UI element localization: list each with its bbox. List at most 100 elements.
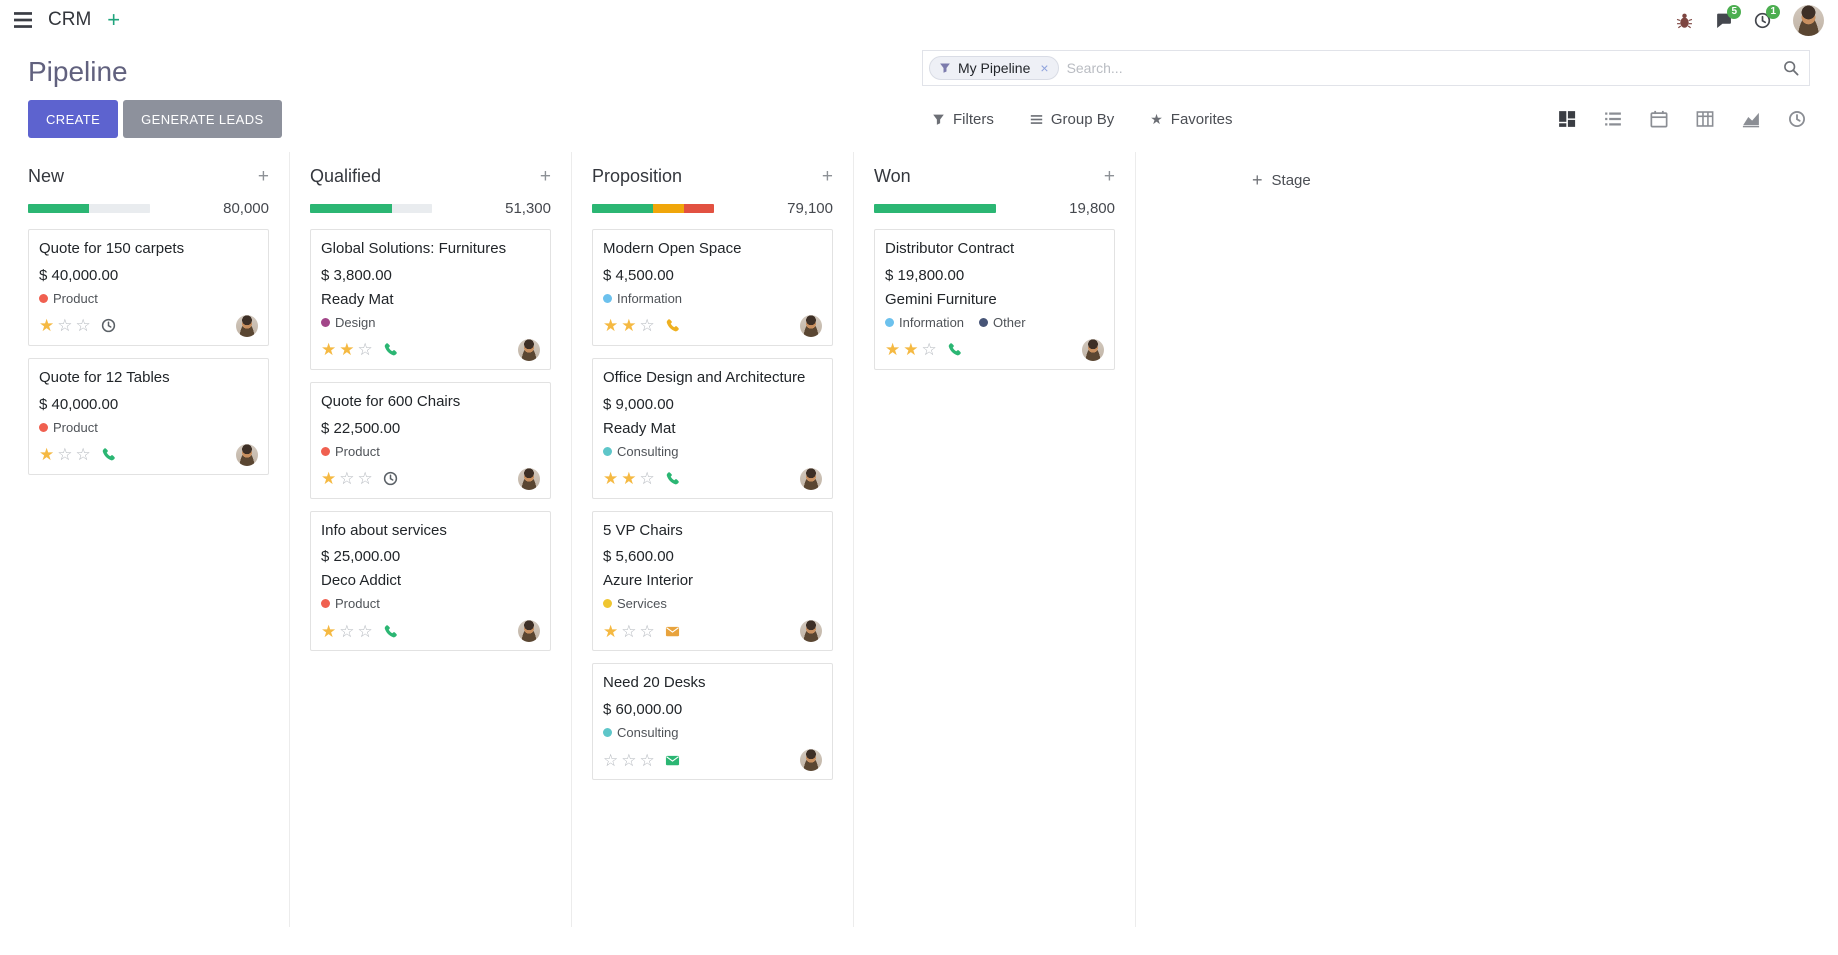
priority-star-icon[interactable]: ★ <box>621 469 637 488</box>
tag-label: Design <box>335 314 376 330</box>
search-icon[interactable] <box>1783 60 1799 76</box>
quick-add-icon[interactable]: + <box>821 166 833 187</box>
priority-star-icon[interactable]: ☆ <box>75 445 91 464</box>
kanban-card[interactable]: Info about services $ 25,000.00 Deco Addic… <box>310 510 551 652</box>
priority-star-icon[interactable]: ★ <box>621 316 637 336</box>
priority-star-icon[interactable]: ★ <box>603 469 619 488</box>
priority-star-icon[interactable]: ☆ <box>57 445 73 464</box>
priority-star-icon[interactable]: ☆ <box>357 340 373 360</box>
column-progressbar[interactable] <box>592 204 714 213</box>
priority-star-icon[interactable]: ★ <box>321 621 337 641</box>
kanban-card[interactable]: Quote for 12 Tables $ 40,000.00 Product ★ ☆ ☆ <box>28 357 269 475</box>
priority-star-icon[interactable]: ☆ <box>57 316 73 336</box>
salesperson-avatar[interactable] <box>236 314 258 337</box>
priority-star-icon[interactable]: ☆ <box>621 621 637 641</box>
salesperson-avatar[interactable] <box>518 467 540 490</box>
column-progressbar[interactable] <box>28 204 150 213</box>
view-calendar-button[interactable] <box>1650 110 1668 128</box>
group-by-button[interactable]: Group By <box>1030 111 1114 128</box>
view-kanban-button[interactable] <box>1558 110 1576 128</box>
column-progressbar[interactable] <box>310 204 432 213</box>
apps-menu-icon[interactable] <box>14 12 32 28</box>
priority-star-icon[interactable]: ☆ <box>639 316 655 336</box>
card-expected-revenue: $ 25,000.00 <box>321 548 401 566</box>
salesperson-avatar[interactable] <box>1082 338 1104 361</box>
kanban-card[interactable]: Need 20 Desks $ 60,000.00 Consulting ☆ ☆ ☆ <box>592 663 833 780</box>
priority-star-icon[interactable]: ☆ <box>603 750 619 770</box>
create-button[interactable]: CREATE <box>28 100 119 138</box>
card-expected-revenue: $ 40,000.00 <box>39 395 119 413</box>
generate-leads-button[interactable]: GENERATE LEADS <box>123 100 282 138</box>
envelope-activity-icon[interactable] <box>665 624 680 639</box>
tag-color-dot <box>603 599 612 609</box>
phone-activity-icon[interactable] <box>665 318 680 333</box>
navbar-left: CRM + <box>14 9 120 31</box>
add-stage-button[interactable]: + Stage <box>1252 168 1311 192</box>
plus-icon[interactable]: + <box>107 7 121 32</box>
view-activity-button[interactable] <box>1788 110 1806 128</box>
view-switcher <box>1558 110 1810 128</box>
clock-activity-icon[interactable] <box>101 318 116 333</box>
messages-icon[interactable]: 5 <box>1715 4 1741 29</box>
priority-star-icon[interactable]: ☆ <box>357 469 373 488</box>
priority-star-icon[interactable]: ☆ <box>921 340 937 360</box>
salesperson-avatar[interactable] <box>800 467 822 490</box>
salesperson-avatar[interactable] <box>518 338 540 361</box>
phone-activity-icon[interactable] <box>383 624 398 639</box>
priority-star-icon[interactable]: ☆ <box>339 469 355 488</box>
priority-star-icon[interactable]: ☆ <box>339 621 355 641</box>
priority-star-icon[interactable]: ★ <box>321 340 337 360</box>
column-title: Qualified <box>310 166 382 186</box>
quick-add-icon[interactable]: + <box>1103 166 1115 187</box>
phone-activity-icon[interactable] <box>101 447 116 462</box>
phone-activity-icon[interactable] <box>947 342 962 357</box>
priority-star-icon[interactable]: ★ <box>321 469 337 488</box>
search-input[interactable] <box>1066 60 1775 76</box>
salesperson-avatar[interactable] <box>236 443 258 466</box>
facet-remove-icon[interactable]: × <box>1040 60 1049 76</box>
view-list-button[interactable] <box>1604 110 1622 128</box>
priority-star-icon[interactable]: ★ <box>339 340 355 360</box>
salesperson-avatar[interactable] <box>800 749 822 771</box>
quick-add-icon[interactable]: + <box>257 166 269 187</box>
priority-star-icon[interactable]: ☆ <box>621 750 637 770</box>
view-graph-button[interactable] <box>1742 110 1760 128</box>
app-name[interactable]: CRM <box>48 9 92 30</box>
kanban-card[interactable]: Office Design and Architecture $ 9,000.00… <box>592 357 833 499</box>
kanban-card[interactable]: Modern Open Space $ 4,500.00 Information ★ ★… <box>592 229 833 346</box>
card-partner-name: Gemini Furniture <box>885 290 997 308</box>
quick-add-icon[interactable]: + <box>539 166 551 187</box>
salesperson-avatar[interactable] <box>800 314 822 337</box>
priority-star-icon[interactable]: ★ <box>603 621 619 641</box>
filters-button[interactable]: Filters <box>932 111 994 128</box>
salesperson-avatar[interactable] <box>518 620 540 643</box>
priority-star-icon[interactable]: ★ <box>39 316 55 336</box>
salesperson-avatar[interactable] <box>800 620 822 643</box>
favorites-button[interactable]: ★ Favorites <box>1150 111 1232 128</box>
kanban-card[interactable]: Quote for 150 carpets $ 40,000.00 Product ★… <box>28 229 269 346</box>
kanban-card[interactable]: 5 VP Chairs $ 5,600.00 Azure Interior Servi… <box>592 510 833 652</box>
priority-star-icon[interactable]: ☆ <box>357 621 373 641</box>
column-progressbar[interactable] <box>874 204 996 213</box>
priority-star-icon[interactable]: ☆ <box>639 469 655 488</box>
priority-star-icon[interactable]: ☆ <box>75 316 91 336</box>
priority-star-icon[interactable]: ★ <box>885 340 901 360</box>
priority-star-icon[interactable]: ★ <box>39 445 55 464</box>
kanban-card[interactable]: Global Solutions: Furnitures $ 3,800.00 Re… <box>310 229 551 370</box>
phone-activity-icon[interactable] <box>665 471 680 486</box>
priority-star-icon[interactable]: ★ <box>903 340 919 360</box>
activities-clock-icon[interactable]: 1 <box>1754 4 1780 29</box>
priority-star-icon[interactable]: ☆ <box>639 621 655 641</box>
phone-activity-icon[interactable] <box>383 342 398 357</box>
search-bar[interactable]: My Pipeline × <box>922 50 1810 86</box>
user-avatar[interactable] <box>1793 4 1824 36</box>
priority-star-icon[interactable]: ★ <box>603 316 619 336</box>
kanban-card[interactable]: Distributor Contract $ 19,800.00 Gemini Fu… <box>874 229 1115 370</box>
clock-activity-icon[interactable] <box>383 471 398 486</box>
kanban-card[interactable]: Quote for 600 Chairs $ 22,500.00 Product ★ ☆… <box>310 381 551 499</box>
priority-star-icon[interactable]: ☆ <box>639 750 655 770</box>
envelope-activity-icon[interactable] <box>665 753 680 768</box>
view-pivot-button[interactable] <box>1696 110 1714 128</box>
debug-bug-icon[interactable] <box>1676 12 1693 29</box>
search-facet[interactable]: My Pipeline × <box>929 56 1059 80</box>
